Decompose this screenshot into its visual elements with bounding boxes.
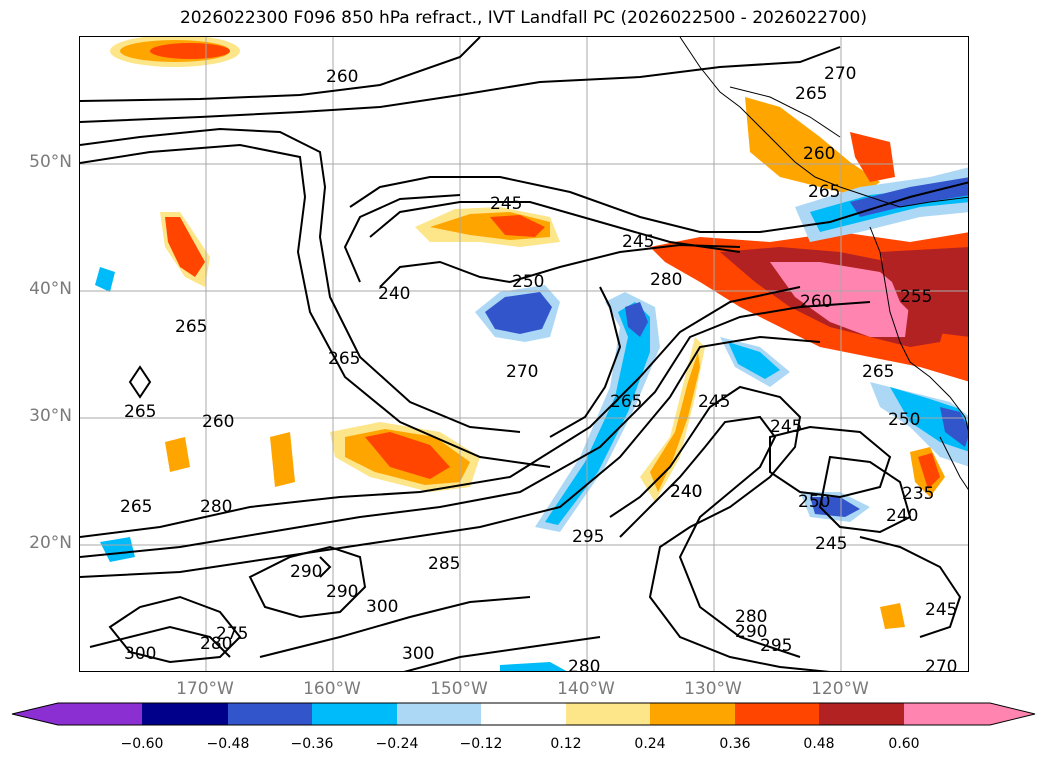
graticule bbox=[80, 37, 968, 671]
contour-label: 295 bbox=[760, 636, 792, 656]
contour-label: 235 bbox=[902, 484, 934, 504]
contour-label: 265 bbox=[124, 402, 156, 422]
lon-label-160w: 160°W bbox=[303, 679, 361, 699]
colorbar-tick: −0.12 bbox=[459, 736, 503, 752]
colorbar-segment bbox=[819, 703, 904, 725]
contour-label: 295 bbox=[572, 527, 604, 547]
colorbar-tick: 0.24 bbox=[634, 736, 666, 752]
contour-label: 250 bbox=[888, 410, 920, 430]
colorbar-tick: 0.12 bbox=[550, 736, 582, 752]
map-canvas: 260 270 265 260 245 245 250 240 265 265 … bbox=[80, 37, 968, 672]
contour-label: 260 bbox=[800, 292, 832, 312]
contour-label: 275 bbox=[216, 624, 248, 644]
contour-label: 245 bbox=[698, 392, 730, 412]
contour-label: 240 bbox=[670, 482, 702, 502]
contour-label: 280 bbox=[200, 634, 232, 654]
contour-label: 300 bbox=[366, 597, 398, 617]
colorbar-segment bbox=[12, 703, 142, 725]
colorbar-segment bbox=[650, 703, 735, 725]
colorbar-segment bbox=[735, 703, 819, 725]
lat-label-40n: 40°N bbox=[29, 279, 72, 299]
colorbar-tick: −0.24 bbox=[375, 736, 419, 752]
contour-label: 290 bbox=[326, 582, 358, 602]
lon-label-120w: 120°W bbox=[811, 679, 869, 699]
contour-label: 270 bbox=[925, 657, 957, 672]
lat-label-50n: 50°N bbox=[29, 152, 72, 172]
contour-label: 265 bbox=[862, 362, 894, 382]
lon-label-140w: 140°W bbox=[557, 679, 615, 699]
contour-label: 280 bbox=[650, 270, 682, 290]
contour-labels: 260 270 265 260 245 245 250 240 265 265 … bbox=[120, 64, 957, 672]
contour-label: 265 bbox=[808, 182, 840, 202]
contour-label: 240 bbox=[378, 284, 410, 304]
contour-label: 290 bbox=[735, 622, 767, 642]
contour-label: 260 bbox=[202, 412, 234, 432]
contour-label: 270 bbox=[506, 362, 538, 382]
lat-label-20n: 20°N bbox=[29, 533, 72, 553]
colorbar-tick: 0.60 bbox=[888, 736, 920, 752]
colorbar-segment bbox=[397, 703, 481, 725]
shading-fills bbox=[95, 37, 968, 671]
colorbar-segment bbox=[904, 703, 1035, 725]
coastlines bbox=[679, 37, 968, 490]
colorbar-segment bbox=[312, 703, 397, 725]
contour-label: 285 bbox=[428, 554, 460, 574]
contour-label: 245 bbox=[770, 417, 802, 437]
contour-label: 260 bbox=[326, 67, 358, 87]
contour-label: 255 bbox=[900, 287, 932, 307]
colorbar-tick: −0.60 bbox=[120, 736, 164, 752]
contour-label: 265 bbox=[175, 317, 207, 337]
colorbar-tick: −0.48 bbox=[206, 736, 250, 752]
lon-label-130w: 130°W bbox=[684, 679, 742, 699]
contour-label: 280 bbox=[735, 607, 767, 627]
contour-label: 245 bbox=[622, 232, 654, 252]
map-plot-area[interactable]: 260 270 265 260 245 245 250 240 265 265 … bbox=[79, 36, 969, 672]
colorbar-segment bbox=[142, 703, 228, 725]
lon-label-150w: 150°W bbox=[430, 679, 488, 699]
contour-label: 250 bbox=[798, 492, 830, 512]
colorbar-tick: 0.36 bbox=[719, 736, 751, 752]
contour-label: 300 bbox=[402, 644, 434, 664]
contour-label: 245 bbox=[490, 194, 522, 214]
lon-label-170w: 170°W bbox=[176, 679, 234, 699]
colorbar-segments bbox=[12, 703, 1035, 725]
contour-label: 265 bbox=[795, 84, 827, 104]
map-title: 2026022300 F096 850 hPa refract., IVT La… bbox=[179, 8, 867, 28]
contour-label: 260 bbox=[803, 144, 835, 164]
contour-label: 250 bbox=[512, 272, 544, 292]
contour-label: 240 bbox=[670, 482, 702, 502]
contour-label: 245 bbox=[925, 600, 957, 620]
colorbar-tick: −0.36 bbox=[290, 736, 334, 752]
contour-label: 265 bbox=[328, 349, 360, 369]
colorbar-segment bbox=[481, 703, 566, 725]
colorbar-segment bbox=[228, 703, 312, 725]
contour-lines bbox=[80, 37, 968, 671]
colorbar-tick: 0.48 bbox=[803, 736, 835, 752]
colorbar bbox=[11, 702, 1036, 726]
contour-label: 270 bbox=[824, 64, 856, 84]
contour-label: 240 bbox=[886, 506, 918, 526]
contour-label: 245 bbox=[815, 534, 847, 554]
contour-label: 265 bbox=[610, 392, 642, 412]
contour-label: 280 bbox=[200, 497, 232, 517]
lat-label-30n: 30°N bbox=[29, 406, 72, 426]
contour-label: 265 bbox=[120, 497, 152, 517]
colorbar-segment bbox=[566, 703, 650, 725]
contour-label: 300 bbox=[124, 644, 156, 664]
contour-label: 290 bbox=[290, 562, 322, 582]
contour-label: 280 bbox=[568, 657, 600, 672]
